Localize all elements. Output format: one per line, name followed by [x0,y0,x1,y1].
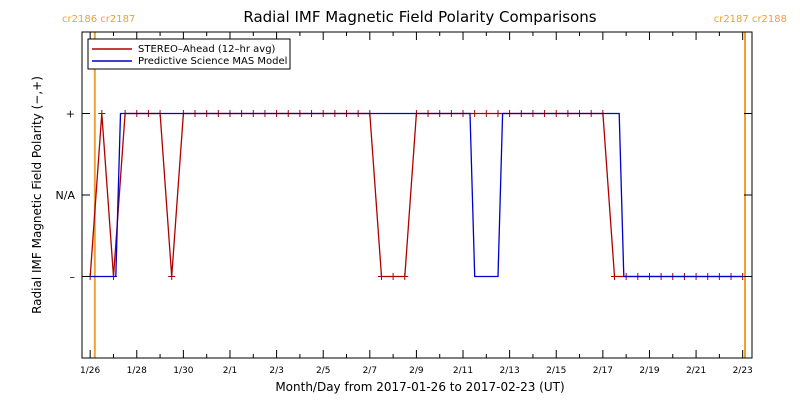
data-point [482,110,490,117]
x-tick-label: 2/13 [500,366,520,376]
legend-label-mas: Predictive Science MAS Model [138,56,287,67]
x-tick-label: 2/23 [733,366,753,376]
x-tick-label: 2/15 [546,366,566,376]
cr-label-0: cr2186 cr2187 [62,14,135,25]
x-axis-label: Month/Day from 2017-01-26 to 2017-02-23 … [275,380,564,394]
data-point [377,273,385,280]
x-tick-label: 2/7 [363,366,377,376]
plot-frame [81,31,753,359]
x-tick-label: 2/3 [269,366,283,376]
x-tick-label: 2/21 [686,366,706,376]
y-axis-label: Radial IMF Magnetic Field Polarity (−,+) [30,76,44,314]
data-point [168,273,176,280]
x-tick-label: 2/1 [223,366,237,376]
x-tick-label: 1/26 [80,366,100,376]
x-tick-label: 1/30 [173,366,193,376]
x-tick-label: 2/11 [453,366,473,376]
data-point [471,110,479,117]
cr-label-1: cr2187 cr2188 [714,14,787,25]
x-tick-label: 2/17 [593,366,613,376]
series-line-0 [89,112,743,278]
series-line-1 [90,112,743,278]
data-point [389,273,397,280]
legend: STEREO–Ahead (12–hr avg) Predictive Scie… [87,38,291,70]
x-tick-label: 2/9 [409,366,424,376]
x-tick-label: 1/28 [127,366,147,376]
x-axis-ticks: 1/26 1/28 1/30 2/1 2/3 2/5 2/7 2/9 2/11 2/13 2/15 2… [80,32,753,376]
data-point [401,273,409,280]
chart-title: Radial IMF Magnetic Field Polarity Compa… [243,8,596,26]
x-tick-label: 2/19 [639,366,659,376]
series-layer [86,110,747,280]
y-tick-label: + [66,108,75,121]
y-axis-ticks: + N/A – [56,108,752,284]
x-tick-label: 2/5 [316,366,330,376]
legend-label-stereo: STEREO–Ahead (12–hr avg) [138,44,276,55]
data-point [98,110,106,117]
y-tick-label: N/A [56,189,76,202]
data-point [494,110,502,117]
data-point [611,273,619,280]
legend-box [87,38,291,70]
y-tick-label: – [70,271,76,284]
